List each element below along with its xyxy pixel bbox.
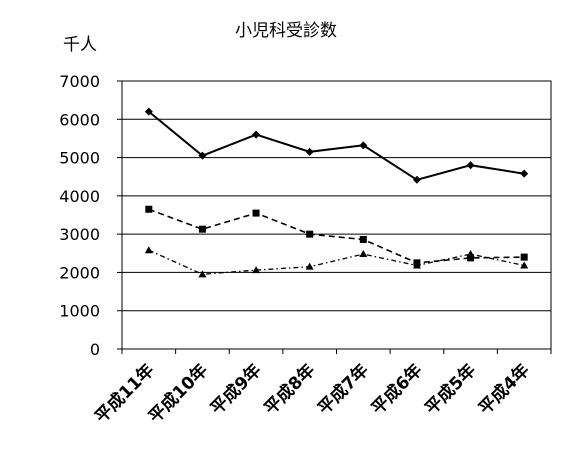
y-tick-label: 7000 [59, 72, 100, 91]
y-tick-label: 4000 [59, 187, 100, 206]
data-point-series-3 [466, 250, 475, 258]
data-point-series-1 [198, 151, 207, 160]
y-axis-unit-label: 千人 [63, 35, 97, 55]
plot-area [121, 80, 552, 350]
data-point-series-1 [305, 147, 314, 156]
x-tick-label: 平成6年 [367, 360, 426, 419]
data-point-series-3 [144, 246, 153, 254]
data-point-series-2 [467, 254, 475, 262]
data-point-series-3 [412, 261, 421, 269]
y-axis-ticks: 0 1000 2000 3000 4000 5000 6000 7000 [59, 72, 122, 359]
x-tick-label: 平成7年 [314, 360, 373, 419]
y-tick-label: 3000 [59, 225, 100, 244]
data-point-series-2 [359, 236, 367, 244]
x-tick-label: 平成8年 [260, 360, 319, 419]
x-tick-label: 平成5年 [421, 360, 480, 419]
data-point-series-3 [520, 261, 529, 269]
x-tick-label: 平成4年 [474, 360, 533, 419]
data-point-series-2 [520, 253, 528, 261]
y-tick-label: 5000 [59, 149, 100, 168]
series-group [144, 107, 529, 278]
data-point-series-1 [252, 130, 261, 139]
x-tick-label: 平成10年 [144, 360, 212, 428]
data-point-series-1 [520, 169, 529, 178]
data-point-series-2 [198, 225, 206, 233]
y-tick-label: 0 [90, 340, 100, 359]
series-line-3 [148, 249, 525, 275]
data-point-series-1 [466, 161, 475, 170]
data-point-series-1 [359, 141, 368, 150]
x-tick-label: 平成9年 [206, 360, 265, 419]
y-tick-label: 1000 [59, 302, 100, 321]
data-point-series-2 [306, 230, 314, 238]
gridlines [122, 118, 551, 312]
y-tick-label: 6000 [59, 110, 100, 129]
data-point-series-2 [252, 209, 260, 217]
data-point-series-3 [305, 262, 314, 270]
series-line-1 [148, 110, 525, 181]
data-point-series-3 [359, 250, 368, 258]
chart-title: 小児科受診数 [235, 21, 337, 41]
data-point-series-1 [144, 107, 153, 116]
data-point-series-3 [198, 270, 207, 278]
y-tick-label: 2000 [59, 263, 100, 282]
data-point-series-2 [145, 205, 153, 213]
data-point-series-1 [412, 175, 421, 184]
data-point-series-3 [252, 266, 261, 274]
